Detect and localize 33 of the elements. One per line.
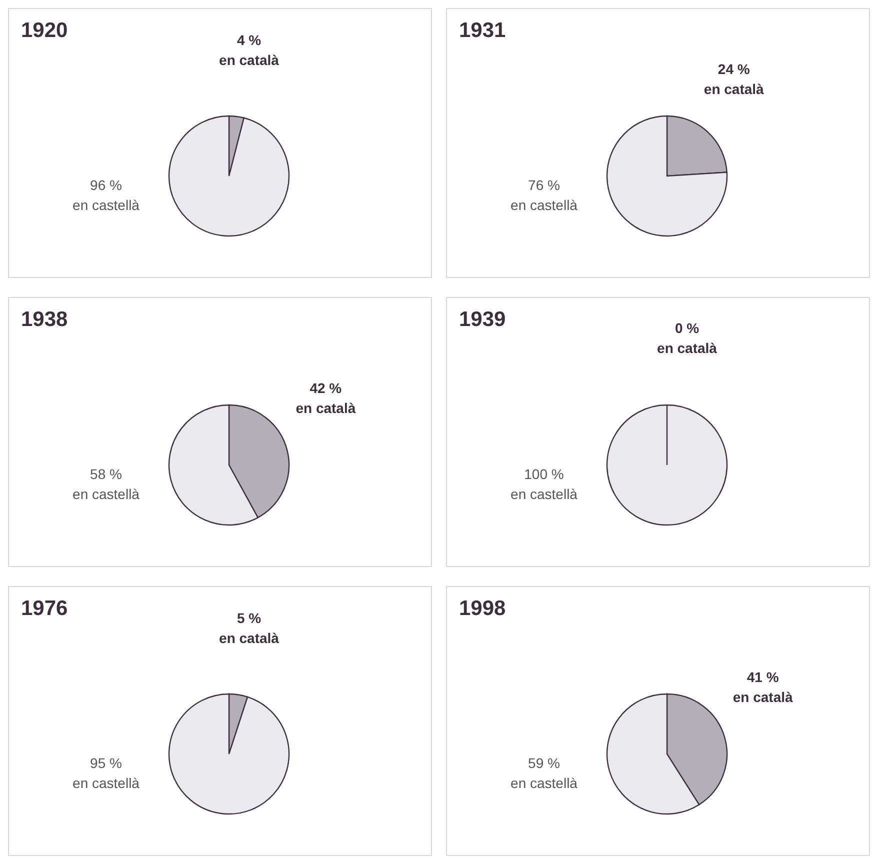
slice-label: en castellà xyxy=(72,485,140,504)
data-label: 5 % xyxy=(236,609,262,628)
data-label: 41 % xyxy=(746,668,780,687)
data-label: 24 % xyxy=(716,60,751,79)
category-label: en català xyxy=(657,340,717,356)
data-label: 76 % xyxy=(527,176,561,195)
slice-label: en català xyxy=(218,629,280,648)
slice-label: en català xyxy=(218,50,280,70)
data-label: 58 % xyxy=(89,465,123,484)
pie-slice xyxy=(606,115,728,237)
data-label: 100 % xyxy=(523,465,565,484)
data-label: 42 % xyxy=(308,379,343,398)
slice-label: en castellà xyxy=(510,196,578,215)
chart-title: 1931 xyxy=(459,19,506,43)
pie-slice xyxy=(168,693,290,815)
chart-title: 1939 xyxy=(459,308,506,332)
data-label: 4 % xyxy=(236,30,262,50)
data-label: 96 % xyxy=(89,176,123,195)
slice-label: en castellà xyxy=(72,196,140,215)
slice-label: en castellà xyxy=(510,485,578,504)
chart-title: 1938 xyxy=(21,308,68,332)
data-label: 95 % xyxy=(89,754,123,773)
slice-label: en català xyxy=(702,80,765,99)
chart-title: 1976 xyxy=(21,597,68,621)
slice-label: en castellà xyxy=(72,774,140,793)
text: 0 % xyxy=(674,320,700,336)
pie-slice xyxy=(168,115,290,236)
chart-title: 1998 xyxy=(459,597,506,621)
slice-label: en castellà xyxy=(510,774,578,793)
slice-label: en català xyxy=(732,688,794,707)
data-label: 59 % xyxy=(527,754,561,773)
slice-label: en català xyxy=(294,399,357,418)
chart-title: 1920 xyxy=(21,19,68,43)
